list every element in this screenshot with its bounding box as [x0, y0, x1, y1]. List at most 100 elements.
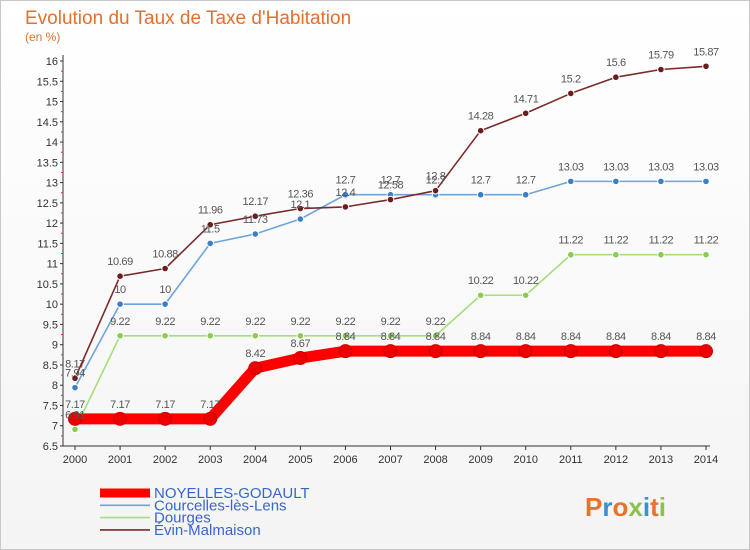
data-label: 9.22 — [245, 316, 265, 328]
data-point — [296, 215, 305, 223]
data-point — [521, 291, 530, 300]
data-point — [71, 425, 79, 434]
y-tick-label: 7 — [52, 421, 58, 433]
x-tick-label: 2014 — [694, 454, 718, 466]
data-point — [383, 344, 398, 359]
data-label: 12.58 — [378, 180, 404, 192]
logo-letter: i — [643, 492, 650, 522]
x-tick-label: 2011 — [559, 454, 583, 466]
data-label: 12.17 — [243, 196, 269, 208]
data-point — [386, 195, 395, 204]
data-label: 9.22 — [110, 316, 130, 328]
data-label: 7.17 — [200, 399, 220, 411]
x-tick-label: 2003 — [198, 454, 222, 466]
data-point — [251, 331, 260, 340]
data-point — [702, 177, 710, 186]
logo-letter: P — [585, 492, 602, 522]
data-point — [657, 250, 665, 259]
data-point — [206, 220, 215, 229]
data-point — [161, 331, 169, 340]
data-point — [251, 230, 260, 238]
y-tick-label: 11 — [47, 259, 58, 271]
data-point — [563, 344, 578, 359]
data-point — [476, 190, 485, 199]
x-tick-label: 2010 — [513, 454, 537, 466]
data-label: 8.84 — [651, 331, 671, 343]
data-label: 7.17 — [155, 399, 175, 411]
data-point — [653, 344, 668, 359]
y-tick-label: 6.5 — [43, 441, 58, 453]
data-label: 9.22 — [336, 316, 356, 328]
data-point — [431, 186, 440, 195]
data-label: 12.7 — [426, 175, 446, 187]
data-label: 8.67 — [290, 338, 310, 350]
data-label: 15.2 — [561, 73, 581, 85]
data-point — [203, 411, 218, 426]
data-label: 13.03 — [648, 161, 674, 173]
logo-letter: i — [659, 492, 666, 522]
data-label: 9.22 — [155, 316, 175, 328]
y-tick-label: 15.5 — [37, 76, 58, 88]
data-label: 11.22 — [558, 235, 583, 247]
data-point — [161, 300, 169, 308]
data-label: 12.1 — [290, 199, 310, 211]
data-point — [518, 344, 533, 359]
data-label: 7.17 — [110, 399, 130, 411]
data-point — [161, 264, 169, 273]
data-point — [566, 250, 575, 259]
y-tick-label: 14 — [46, 137, 58, 149]
x-tick-label: 2006 — [333, 454, 357, 466]
data-label: 6.91 — [65, 409, 85, 421]
data-point — [251, 212, 260, 221]
data-labels: 7.17 7.17 7.17 7.17 8.42 8.67 8.84 8.84 8.84 8.84… — [65, 46, 719, 421]
legend-label: Courcelles-lès-Lens — [154, 497, 287, 514]
data-point — [386, 331, 395, 340]
data-label: 10.22 — [468, 275, 494, 287]
data-label: 10.69 — [107, 256, 133, 268]
data-point — [612, 250, 620, 259]
data-label: 12.7 — [336, 175, 356, 187]
data-label: 8.84 — [561, 331, 581, 343]
y-tick-label: 10.5 — [37, 279, 58, 291]
data-point — [428, 344, 443, 359]
data-point — [296, 331, 305, 340]
data-point — [476, 126, 485, 135]
x-tick-label: 2000 — [63, 454, 87, 466]
data-label: 15.6 — [606, 57, 626, 69]
data-label: 10 — [114, 284, 126, 296]
unit-label: (en %) — [25, 30, 60, 44]
data-label: 15.79 — [648, 50, 674, 62]
series-markers — [68, 62, 713, 434]
data-point — [657, 177, 665, 186]
data-label: 11.22 — [694, 235, 719, 247]
data-label: 12.7 — [381, 175, 401, 187]
data-label: 9.22 — [381, 316, 401, 328]
data-label: 10 — [159, 284, 171, 296]
data-label: 12.7 — [471, 175, 491, 187]
y-tick-label: 8 — [52, 380, 58, 392]
y-tick-label: 12 — [46, 218, 58, 230]
data-point — [158, 411, 173, 426]
data-label: 8.84 — [381, 331, 401, 343]
y-tick-label: 7.5 — [43, 400, 58, 412]
y-tick-label: 12.5 — [37, 198, 58, 210]
data-label: 12.4 — [336, 187, 356, 199]
data-point — [566, 89, 575, 98]
data-label: 11.96 — [198, 205, 223, 217]
data-label: 11.22 — [649, 235, 674, 247]
x-tick-label: 2008 — [423, 454, 447, 466]
data-label: 11.22 — [603, 235, 628, 247]
data-point — [71, 383, 79, 392]
legend: NOYELLES-GODAULTCourcelles-lès-LensDourg… — [100, 485, 310, 539]
data-label: 9.22 — [200, 316, 220, 328]
data-label: 7.94 — [65, 368, 85, 380]
data-label: 11.5 — [201, 223, 220, 235]
data-point — [116, 272, 124, 280]
data-label: 8.84 — [336, 331, 356, 343]
logo-letter: o — [612, 492, 628, 522]
data-point — [699, 344, 713, 359]
data-label: 12.7 — [516, 175, 536, 187]
data-label: 8.84 — [606, 331, 626, 343]
data-point — [476, 291, 485, 300]
